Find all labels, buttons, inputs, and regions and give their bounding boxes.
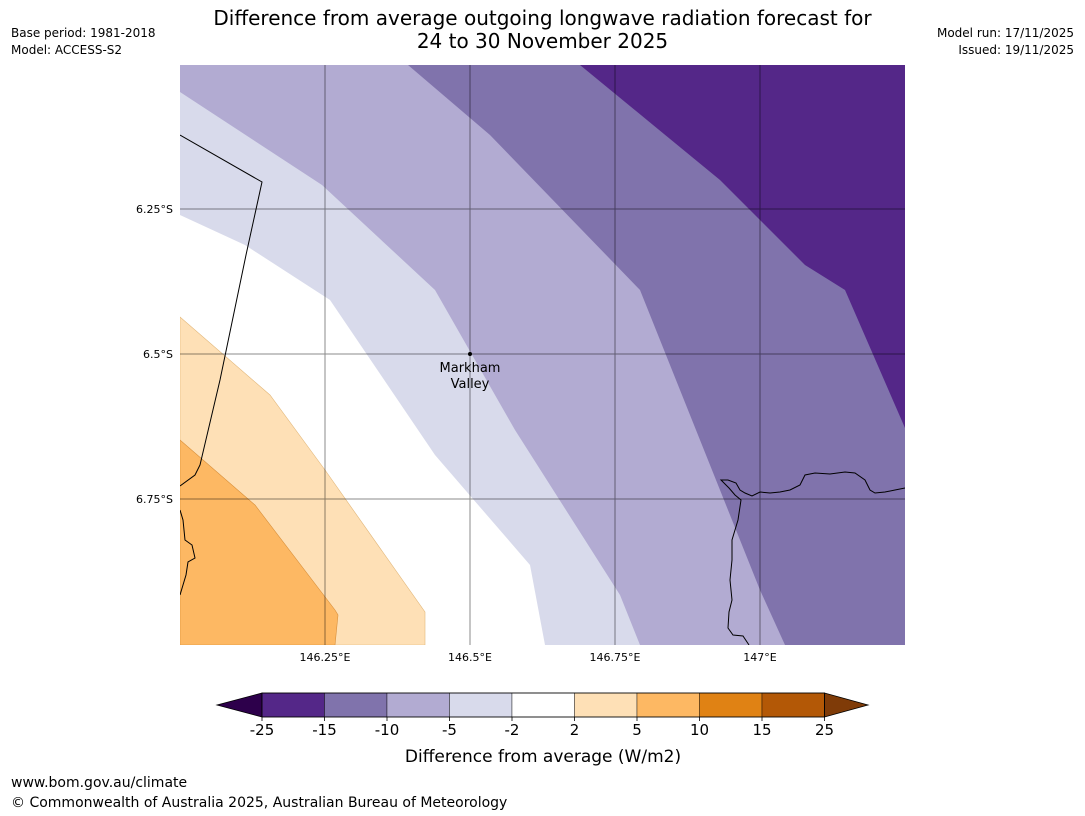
lon-axis-labels: 146.25°E 146.5°E 146.75°E 147°E — [300, 651, 777, 664]
colorbar-extend-high — [824, 692, 870, 718]
model-name: Model: ACCESS-S2 — [11, 43, 123, 57]
issued-date: Issued: 19/11/2025 — [958, 43, 1074, 57]
colorbar-tick-label: -15 — [312, 721, 337, 739]
colorbar-segment — [699, 692, 763, 718]
lon-label-146-75: 146.75°E — [590, 651, 641, 664]
lon-label-147: 147°E — [743, 651, 776, 664]
title-line-2: 24 to 30 November 2025 — [416, 29, 669, 53]
colorbar-tick-label: 5 — [632, 721, 642, 739]
colorbar-tick-label: -5 — [442, 721, 457, 739]
footer-copyright: © Commonwealth of Australia 2025, Austra… — [11, 795, 508, 811]
graticule — [180, 65, 905, 645]
lon-label-146-25: 146.25°E — [300, 651, 351, 664]
colorbar: -25 -15 -10 -5 -2 2 5 10 15 25 — [215, 692, 870, 739]
coastline-west — [180, 509, 196, 596]
markham-valley-marker — [468, 352, 472, 356]
colorbar-segment — [449, 692, 513, 718]
colorbar-segment — [511, 692, 575, 718]
map-area: Markham Valley — [180, 65, 905, 645]
base-period: Base period: 1981-2018 — [11, 26, 156, 40]
title-line-1: Difference from average outgoing longwav… — [213, 6, 872, 30]
lon-label-146-5: 146.5°E — [448, 651, 492, 664]
colorbar-tick-label: -25 — [250, 721, 275, 739]
colorbar-outline — [261, 692, 825, 718]
colorbar-segment — [386, 692, 450, 718]
lat-axis-labels: 6.25°S 6.5°S 6.75°S — [136, 203, 173, 506]
place-name-line-2: Valley — [451, 377, 490, 392]
colorbar-label: Difference from average (W/m2) — [405, 747, 681, 767]
colorbar-extend-low — [215, 692, 263, 718]
land-border-line — [180, 134, 263, 487]
lat-label-6-75: 6.75°S — [136, 493, 173, 506]
colorbar-segment — [261, 692, 325, 718]
colorbar-tick-label: 10 — [690, 721, 709, 739]
lat-label-6-25: 6.25°S — [136, 203, 173, 216]
model-run: Model run: 17/11/2025 — [936, 26, 1074, 40]
contour-5-to-10 — [180, 439, 339, 645]
colorbar-segment — [761, 692, 825, 718]
colorbar-tick-label: -10 — [375, 721, 400, 739]
colorbar-segment — [324, 692, 388, 718]
colorbar-tick-label: -2 — [505, 721, 520, 739]
place-name-line-1: Markham — [440, 361, 501, 376]
contour-minus-15-to-minus-10 — [580, 65, 905, 428]
lat-label-6-5: 6.5°S — [143, 348, 173, 361]
colorbar-tick-label: 15 — [752, 721, 771, 739]
coastline-east — [719, 471, 905, 645]
colorbar-segment — [574, 692, 638, 718]
colorbar-tick-label: 25 — [815, 721, 834, 739]
footer-url[interactable]: www.bom.gov.au/climate — [11, 775, 188, 791]
meta-right: Model run: 17/11/2025 Issued: 19/11/2025 — [937, 25, 1074, 59]
colorbar-tick-label: 2 — [570, 721, 580, 739]
colorbar-segment — [636, 692, 700, 718]
meta-left: Base period: 1981-2018 Model: ACCESS-S2 — [11, 25, 156, 59]
chart-title: Difference from average outgoing longwav… — [180, 7, 905, 53]
